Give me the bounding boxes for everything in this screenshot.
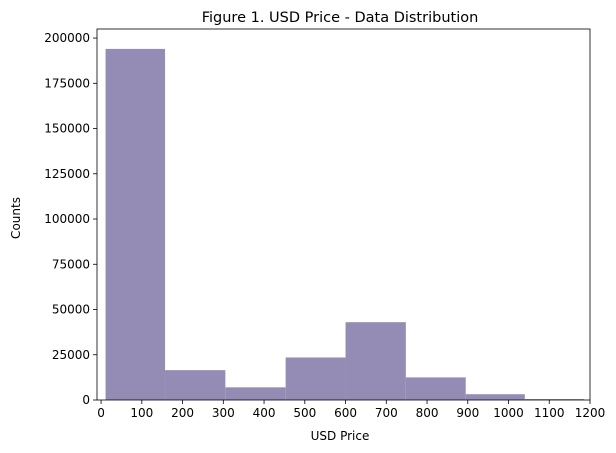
y-axis-label: Counts [9,197,23,239]
y-axis-ticks: 0 25000 50000 75000 100000 125000 150000 175000… [44,31,97,407]
histogram-bar-1 [105,48,166,400]
y-tick-label: 125000 [44,167,90,181]
x-tick-label: 500 [293,406,316,420]
x-tick-label: 1000 [493,406,524,420]
histogram-bar-6 [405,377,466,400]
x-tick-label: 1100 [534,406,565,420]
y-tick-label: 100000 [44,212,90,226]
x-tick-label: 200 [171,406,194,420]
x-tick-label: 400 [253,406,276,420]
y-tick-label: 150000 [44,122,90,136]
histogram-bar-5 [345,322,406,400]
x-tick-label: 700 [375,406,398,420]
histogram-bar-3 [225,387,286,400]
x-tick-label: 1200 [575,406,606,420]
y-tick-label: 25000 [52,348,90,362]
y-tick-label: 0 [82,393,90,407]
x-tick-label: 0 [97,406,105,420]
x-tick-label: 800 [416,406,439,420]
x-tick-label: 600 [334,406,357,420]
histogram-bar-4 [285,357,346,400]
y-tick-label: 175000 [44,76,90,90]
x-tick-label: 300 [212,406,235,420]
y-tick-label: 75000 [52,257,90,271]
x-axis-ticks: 0 100 200 300 400 500 600 700 800 900 1000 1100 1200 [97,400,605,420]
y-tick-label: 50000 [52,303,90,317]
y-tick-label: 200000 [44,31,90,45]
plot-frame [96,28,591,401]
x-tick-label: 100 [130,406,153,420]
histogram-bar-7 [465,394,525,400]
histogram-bars [105,48,584,400]
chart-title: Figure 1. USD Price - Data Distribution [202,10,479,26]
histogram-bar-8 [524,399,584,400]
x-tick-label: 900 [456,406,479,420]
histogram-bar-2 [165,370,226,400]
x-axis-label: USD Price [311,429,370,443]
